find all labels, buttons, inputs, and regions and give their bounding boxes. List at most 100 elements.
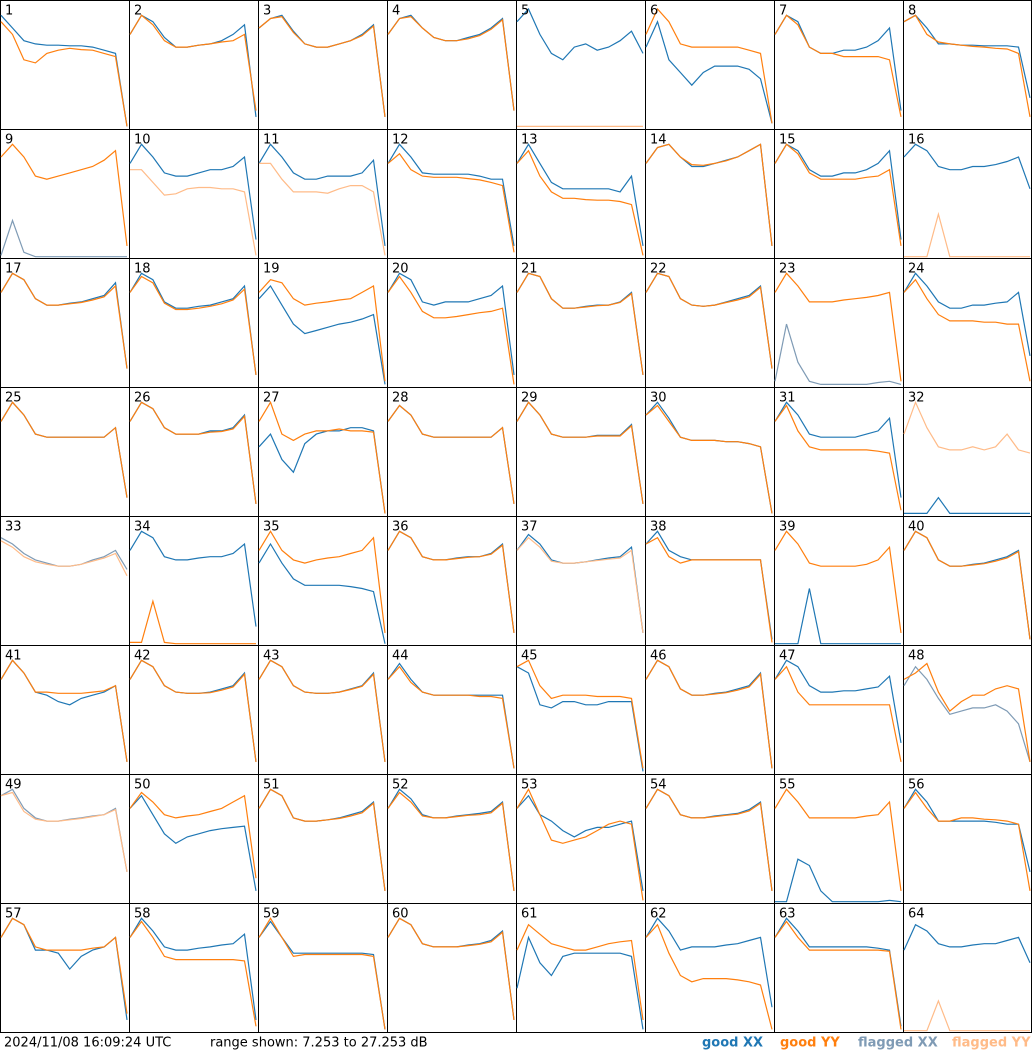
panel-frame <box>129 645 259 775</box>
panel-title: 1 <box>5 4 13 19</box>
spectrum-line <box>258 530 386 633</box>
panel-frame <box>903 0 1032 130</box>
panel-title: 30 <box>650 391 667 406</box>
panel-title: 12 <box>392 133 409 148</box>
spectrum-line <box>516 143 644 246</box>
panel-title: 51 <box>263 778 280 793</box>
panel-frame <box>0 516 130 646</box>
spectrum-line <box>645 143 773 246</box>
spectrum-line <box>774 404 902 511</box>
panel-frame <box>645 129 775 259</box>
spectrum-line <box>387 530 515 633</box>
panel-frame <box>774 0 904 130</box>
spectrum-line <box>774 14 902 118</box>
panel-frame <box>387 774 517 904</box>
panel-title: 57 <box>5 907 22 922</box>
panel-frame <box>0 129 130 259</box>
spectrum-line <box>774 272 902 382</box>
spectrum-line <box>129 794 257 892</box>
panel-frame <box>774 774 904 904</box>
panel-title: 38 <box>650 520 667 535</box>
panel-frame <box>645 774 775 904</box>
panel-title: 44 <box>392 649 409 664</box>
spectrum-line <box>645 536 773 643</box>
panel-title: 17 <box>5 262 22 277</box>
panel-frame <box>0 258 130 388</box>
panel-frame <box>0 903 130 1033</box>
panel-title: 59 <box>263 907 280 922</box>
panel-title: 27 <box>263 391 280 406</box>
panel-frame <box>258 516 388 646</box>
panel-title: 47 <box>779 649 796 664</box>
panel-frame <box>258 645 388 775</box>
panel-frame <box>129 903 259 1033</box>
spectrum-line <box>904 211 1030 258</box>
panel-frame <box>903 516 1032 646</box>
panel-frame <box>516 129 646 259</box>
panel-title: 55 <box>779 778 796 793</box>
panel-title: 10 <box>134 133 151 148</box>
panel-title: 22 <box>650 262 667 277</box>
spectrum-line <box>516 401 644 504</box>
panel-frame <box>129 129 259 259</box>
spectrum-line <box>903 143 1031 190</box>
spectrum-line <box>387 275 515 385</box>
spectrum-line <box>774 143 902 240</box>
panel-frame <box>774 516 904 646</box>
panel-frame <box>258 387 388 517</box>
spectrum-line <box>0 218 127 258</box>
spectrum-line <box>0 401 128 498</box>
spectrum-line <box>516 149 644 256</box>
panel-frame <box>0 0 130 130</box>
panel-title: 5 <box>521 4 529 19</box>
spectrum-line <box>774 917 902 1027</box>
panel-frame <box>645 645 775 775</box>
spectrum-line <box>774 665 902 763</box>
panel-frame <box>258 258 388 388</box>
spectrum-line <box>775 858 902 903</box>
spectrum-line <box>516 666 644 772</box>
panel-frame <box>387 387 517 517</box>
spectrum-line <box>130 169 257 256</box>
panel-frame <box>774 258 904 388</box>
panel-title: 16 <box>908 133 925 148</box>
panel-frame <box>903 258 1032 388</box>
spectrum-line <box>258 284 386 385</box>
panel-title: 32 <box>908 391 925 406</box>
panel-title: 48 <box>908 649 925 664</box>
panel-title: 28 <box>392 391 409 406</box>
panel-frame <box>903 645 1032 775</box>
panel-frame <box>258 0 388 130</box>
panel-frame <box>516 258 646 388</box>
spectrum-line <box>774 323 902 385</box>
spectrum-line <box>129 401 257 504</box>
spectrum-line <box>0 21 128 127</box>
panel-frame <box>645 258 775 388</box>
spectrum-line <box>129 272 257 375</box>
spectrum-line <box>0 14 128 127</box>
legend-entry: good YY <box>780 1036 840 1051</box>
panel-title: 8 <box>908 4 916 19</box>
panel-title: 49 <box>5 778 22 793</box>
panel-title: 31 <box>779 391 796 406</box>
spectrum-line <box>387 143 515 247</box>
spectrum-line <box>387 791 515 891</box>
spectrum-line <box>904 999 1030 1032</box>
spectrum-line <box>387 917 515 1020</box>
spectrum-line <box>516 7 644 61</box>
spectrum-line <box>259 162 386 256</box>
spectrum-line <box>387 665 515 769</box>
spectrum-line <box>516 659 644 769</box>
timestamp: 2024/11/08 16:09:24 UTC <box>4 1036 171 1051</box>
panel-frame <box>903 129 1032 259</box>
panel-frame <box>387 516 517 646</box>
panel-title: 60 <box>392 907 409 922</box>
panel-frame <box>129 258 259 388</box>
spectrum-line <box>774 659 902 744</box>
panel-title: 9 <box>5 133 13 148</box>
spectrum-line <box>774 920 902 1030</box>
panel-title: 4 <box>392 4 400 19</box>
spectrum-line <box>645 923 773 1030</box>
panel-title: 41 <box>5 649 22 664</box>
